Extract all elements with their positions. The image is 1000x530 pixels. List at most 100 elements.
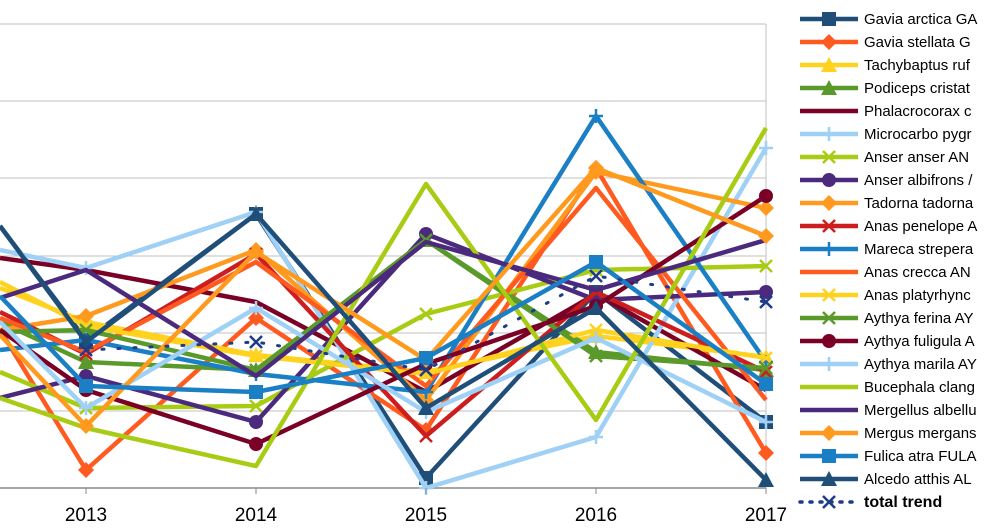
series-line: [0, 259, 768, 395]
data-point: [759, 285, 773, 299]
data-point: [249, 415, 263, 429]
legend-marker: [822, 311, 836, 325]
legend-marker: [821, 471, 837, 486]
legend-item: total trend: [798, 494, 942, 511]
series-line: [0, 194, 768, 447]
legend-item: Podiceps cristat: [800, 80, 971, 97]
data-point: [78, 462, 94, 478]
series-line: [0, 146, 768, 491]
x-axis-ticks: 2013 2014 2015 2016 2017: [65, 488, 787, 526]
data-point: [588, 300, 604, 315]
legend-marker: [822, 357, 836, 371]
legend-marker: [822, 242, 836, 256]
legend: Gavia arctica GA Gavia stellata G Tachybap…: [798, 11, 977, 511]
x-tick-label: 2013: [65, 505, 107, 526]
legend-item: Tachybaptus ruf: [800, 57, 971, 74]
legend-label: Anser albifrons /: [864, 172, 973, 189]
data-point: [589, 331, 603, 345]
legend-item: Fulica atra FULA: [800, 448, 977, 465]
legend-label: Anas penelope A: [864, 218, 977, 235]
data-point: [418, 400, 434, 415]
data-point: [588, 160, 604, 176]
data-point: [78, 418, 94, 434]
data-point: [249, 349, 263, 363]
data-point: [758, 472, 774, 487]
legend-item: Alcedo atthis AL: [800, 471, 972, 488]
legend-item: Gavia arctica GA: [800, 11, 977, 28]
data-point: [249, 301, 263, 315]
data-point: [758, 200, 774, 216]
legend-label: Aythya fuligula A: [864, 333, 975, 350]
legend-marker: [822, 288, 836, 302]
data-point: [78, 354, 94, 369]
data-point: [248, 206, 264, 221]
legend-item: Gavia stellata G: [800, 34, 971, 51]
legend-label: Podiceps cristat: [864, 80, 971, 97]
legend-marker: [821, 80, 837, 95]
series-line: [0, 126, 768, 469]
data-point: [589, 430, 603, 444]
data-point: [589, 323, 603, 337]
legend-item: Mareca strepera: [800, 241, 974, 258]
data-point: [589, 349, 603, 363]
trend-point: [589, 269, 603, 283]
legend-item: Anas platyrhync: [800, 287, 971, 304]
legend-marker: [821, 34, 837, 50]
legend-item: Aythya ferina AY: [800, 310, 974, 327]
legend-label: Alcedo atthis AL: [864, 471, 972, 488]
x-tick-label: 2017: [745, 505, 787, 526]
data-point: [589, 255, 603, 269]
legend-label: Mareca strepera: [864, 241, 974, 258]
legend-label: Gavia stellata G: [864, 34, 971, 51]
legend-marker: [822, 219, 836, 233]
trend-point: [419, 363, 433, 377]
legend-label: Mergellus albellu: [864, 402, 977, 419]
legend-label: Tadorna tadorna: [864, 195, 974, 212]
x-tick-label: 2014: [235, 505, 278, 526]
legend-item: Tadorna tadorna: [800, 195, 974, 212]
data-point: [419, 351, 433, 365]
x-tick-label: 2015: [405, 505, 447, 526]
legend-item: Bucephala clang: [800, 379, 975, 396]
trend-point: [79, 343, 93, 357]
data-point: [758, 228, 774, 244]
data-point: [589, 109, 603, 123]
legend-label: Anas crecca AN: [864, 264, 971, 281]
legend-marker: [822, 12, 836, 26]
data-point: [759, 415, 773, 429]
series-line: [0, 113, 768, 395]
legend-label: Anser anser AN: [864, 149, 969, 166]
legend-item: Phalacrocorax c: [800, 103, 972, 120]
legend-marker: [822, 495, 836, 509]
legend-label: Microcarbo pygr: [864, 126, 972, 143]
legend-label: Aythya marila AY: [864, 356, 977, 373]
legend-label: Phalacrocorax c: [864, 103, 972, 120]
legend-label: Aythya ferina AY: [864, 310, 974, 327]
data-point: [248, 244, 264, 260]
legend-item: Anas crecca AN: [800, 264, 971, 281]
legend-marker: [821, 195, 837, 211]
legend-item: Microcarbo pygr: [800, 126, 972, 143]
series-line: [0, 165, 767, 429]
data-point: [759, 361, 773, 375]
data-point: [759, 351, 773, 365]
legend-label: total trend: [864, 494, 942, 511]
data-point: [759, 141, 773, 155]
legend-item: Aythya fuligula A: [800, 333, 975, 350]
total-trend-path: [84, 274, 768, 372]
legend-marker: [822, 173, 836, 187]
x-tick-label: 2016: [575, 505, 617, 526]
series-line: [0, 305, 767, 425]
legend-label: Bucephala clang: [864, 379, 975, 396]
total-trend-line: [79, 269, 773, 377]
data-point: [79, 401, 93, 415]
data-point: [419, 307, 433, 321]
legend-label: Fulica atra FULA: [864, 448, 977, 465]
legend-marker: [822, 150, 836, 164]
legend-label: Tachybaptus ruf: [864, 57, 971, 74]
legend-item: Anser albifrons /: [800, 172, 973, 189]
series-17: [0, 126, 768, 469]
trend-point: [249, 335, 263, 349]
data-point: [249, 437, 263, 451]
series-line: [0, 211, 768, 482]
